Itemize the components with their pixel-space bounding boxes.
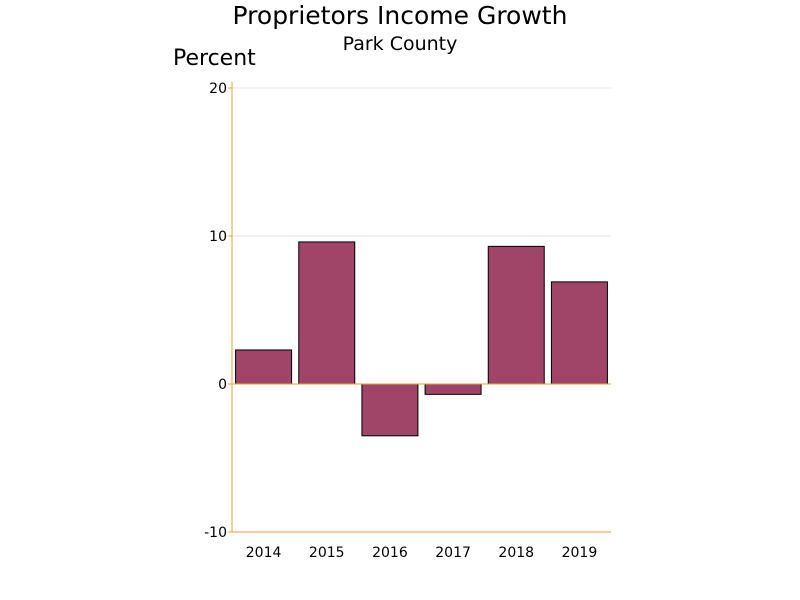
tick-labels: -10 0 10 20 2014 2015 2016 2017 2018 2019 [204,81,597,561]
y-tick-label: 20 [209,81,227,97]
x-tick-label: 2014 [246,545,282,561]
x-tick-label: 2017 [435,545,471,561]
chart-subtitle: Park County [342,33,458,55]
bars [235,241,608,437]
x-tick-label: 2016 [372,545,408,561]
y-axis-label: Percent [173,46,256,71]
y-tick-label: -10 [204,525,227,541]
x-tick-label: 2015 [309,545,345,561]
gridlines [232,87,611,237]
axes [228,82,611,533]
bar-2018 [487,245,545,385]
bar-2016 [361,383,419,437]
y-tick-label: 10 [209,229,227,245]
chart-title: Proprietors Income Growth [232,1,568,30]
bar-2017 [424,383,482,395]
bar-2014 [235,349,293,385]
bar-2015 [298,241,356,385]
x-tick-label: 2019 [562,545,598,561]
x-tick-label: 2018 [498,545,534,561]
y-tick-label: 0 [218,377,227,393]
bar-2019 [550,281,608,385]
